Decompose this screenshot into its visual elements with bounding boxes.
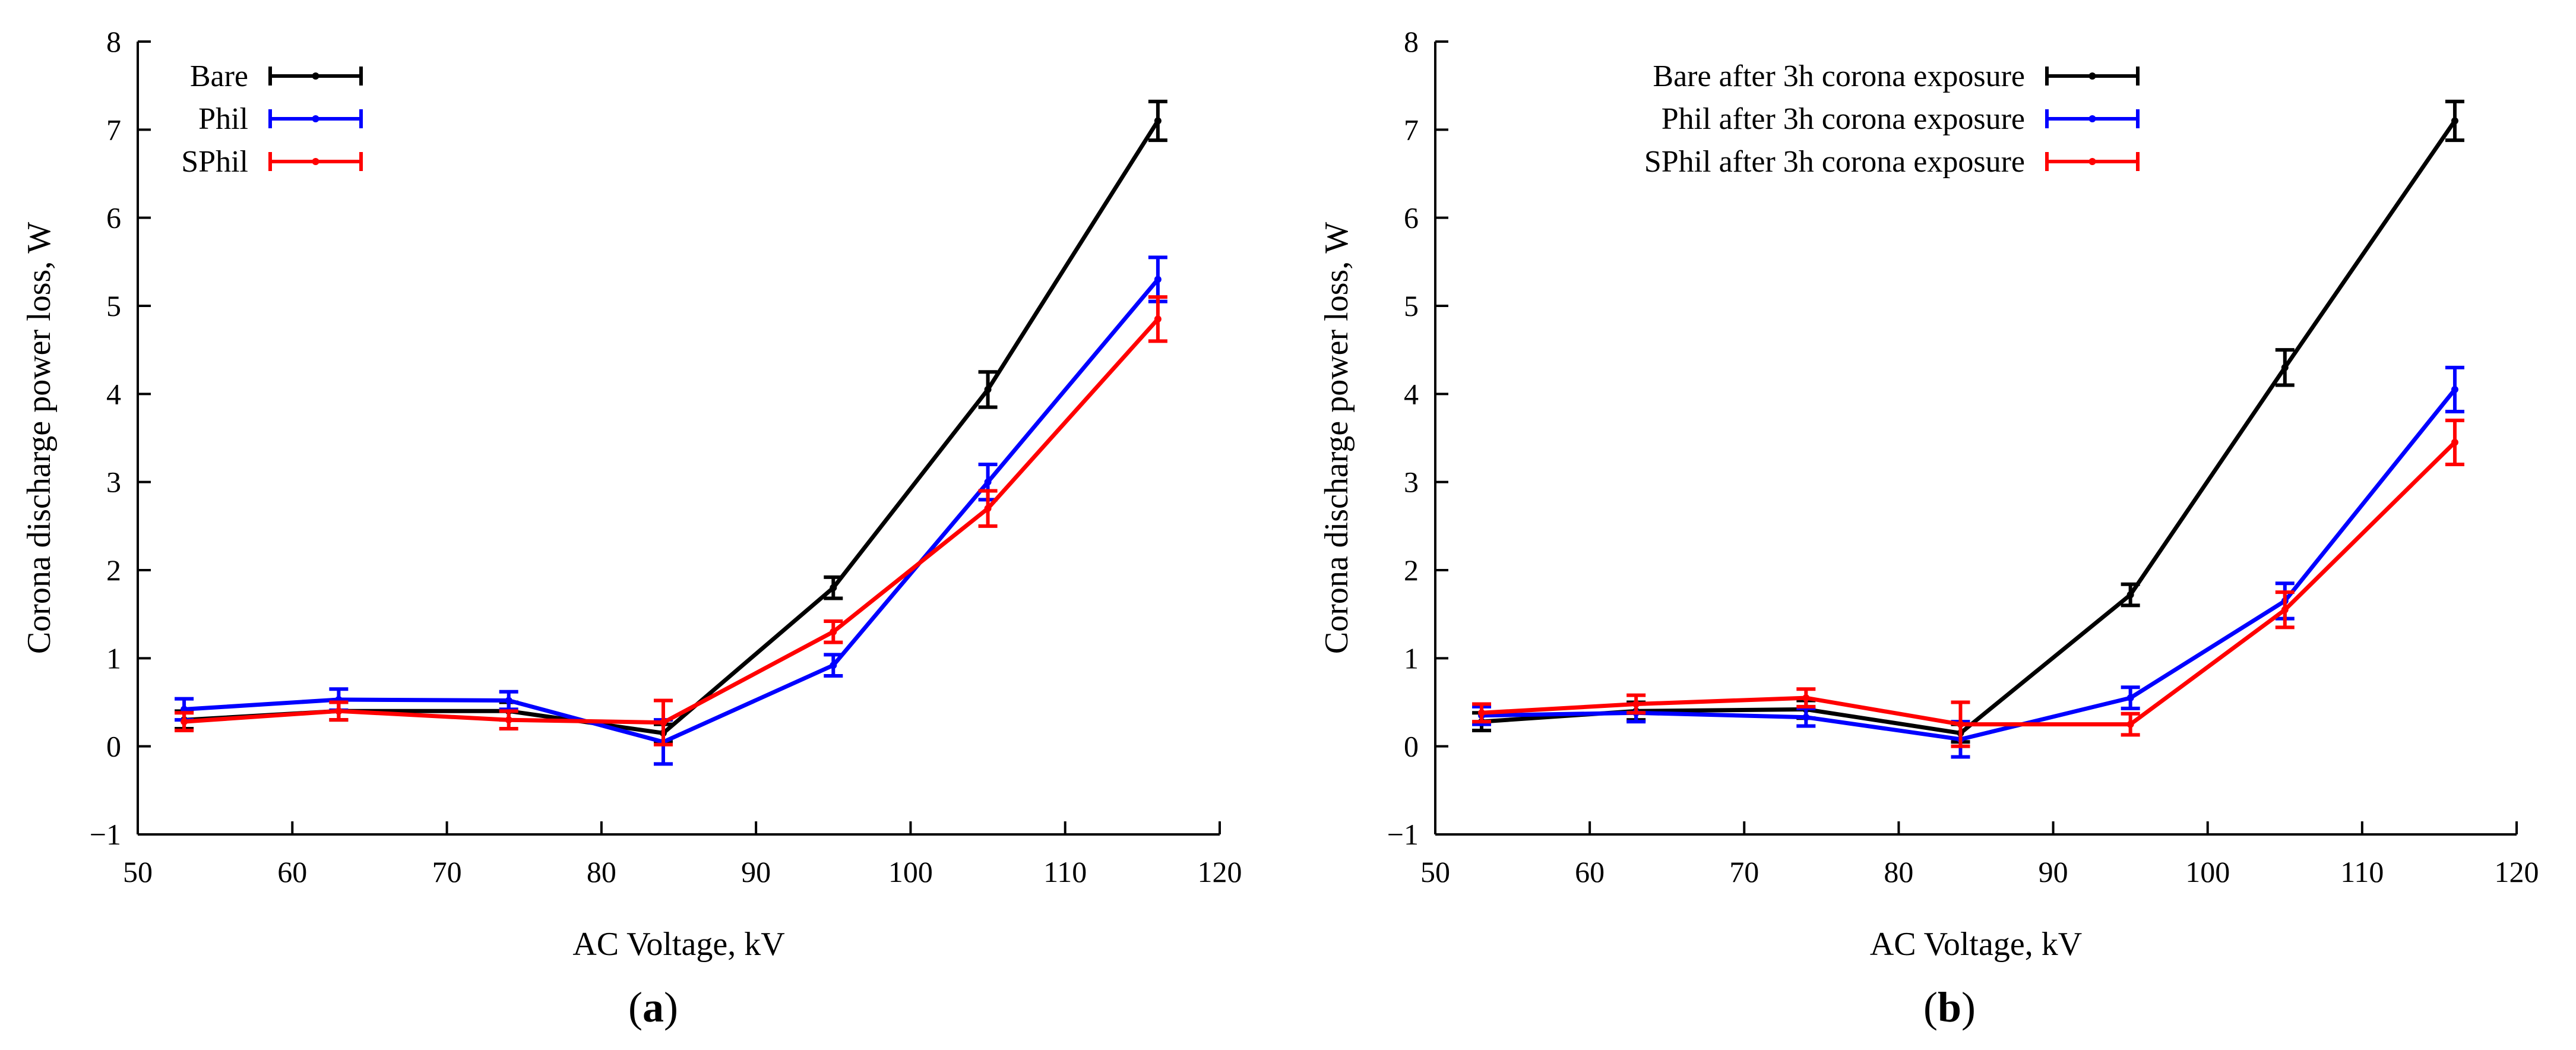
panel-a-series-phil-point [1154,276,1162,283]
panel-b-series-sphil-point [2451,438,2458,446]
panel-a-series-bare-point [984,385,992,393]
panel-a-y-tick-label: 6 [106,201,121,235]
panel-b-y-tick-label: 7 [1404,113,1419,146]
panel-a-series-bare-point [1154,117,1162,125]
panel-a-series-phil-point [505,697,512,704]
panel-a-x-tick-label: 110 [1043,855,1087,888]
panel-b-y-tick-label: 8 [1404,25,1419,58]
panel-a-x-tick-label: 60 [277,855,307,888]
panel-b-y-tick-label: 5 [1404,289,1419,322]
panel-b-series-phil-point [1802,713,1810,721]
panel-b-legend-marker [2088,158,2096,165]
panel-a-x-tick-label: 80 [587,855,616,888]
panel-a-x-tick-label: 90 [741,855,771,888]
panel-b-series-phil-point [2126,694,2134,702]
panel-b-label: (b) [1923,983,1976,1031]
panel-a-x-axis-title: AC Voltage, kV [572,926,784,963]
panel-b-y-tick-label: 3 [1404,466,1419,499]
panel-b-legend-label: SPhil after 3h corona exposure [1644,145,2025,179]
panel-a-y-tick-label: 8 [106,25,121,58]
panel-b-x-tick-label: 80 [1884,855,1913,888]
panel-b-x-tick-label: 60 [1575,855,1605,888]
panel-a-series-bare-line [183,119,1160,735]
panel-b-y-tick-label: 0 [1404,730,1419,763]
panel-b-series-sphil-point [2126,720,2134,728]
panel-b-series-sphil-point [1478,709,1486,717]
panel-a-series-sphil-point [335,707,343,715]
panel-b-series-bare-point [2281,363,2289,371]
panel-a-x-tick-label: 100 [888,855,933,888]
panel-a-series-bare-point [830,584,837,592]
panel-a-x-tick-label: 50 [123,855,153,888]
panel-a-legend-label: Bare [190,59,248,93]
panel-b-y-tick-label: 6 [1404,201,1419,235]
panel-a-y-tick-label: 3 [106,466,121,499]
panel-a-series-sphil-line [183,317,1160,725]
panel-b-series-bare-point [2126,591,2134,599]
panel-a-y-tick-label: 7 [106,113,121,146]
panel-b-series-bare-point [2451,117,2458,125]
panel-b-legend-marker [2088,72,2096,80]
panel-a-series-sphil-point [984,505,992,513]
panel-a-legend-marker [312,115,319,122]
panel-b-series-phil-point [2451,385,2458,393]
panel-a-series-phil-point [984,478,992,486]
panel-b-series-sphil-point [2281,606,2289,613]
panel-a-legend-label: Phil [198,102,248,136]
panel-b-series-sphil-line [1481,441,2457,727]
panel-a-y-tick-label: 0 [106,730,121,763]
panel-a-x-tick-label: 70 [432,855,462,888]
panel-b-series-phil-line [1481,388,2457,742]
panel-a-y-tick-label: 4 [106,377,121,410]
panel-a-series-sphil-point [505,716,512,724]
panel-b-x-tick-label: 70 [1729,855,1759,888]
panel-a-legend-label: SPhil [181,145,248,179]
panel-b-legend-label: Phil after 3h corona exposure [1662,102,2025,136]
panel-a-y-axis-title: Corona discharge power loss, W [21,222,58,654]
panel-b-x-axis-title: AC Voltage, kV [1870,926,2082,963]
panel-b-x-tick-label: 90 [2039,855,2068,888]
panel-a-y-tick-label: −1 [90,818,121,851]
panel-a-legend-marker [312,72,319,80]
panel-b-series-sphil-point [1802,694,1810,702]
panel-b-x-tick-label: 100 [2185,855,2230,888]
panel-b-x-tick-label: 50 [1420,855,1450,888]
panel-a-y-tick-label: 2 [106,554,121,587]
panel-b-series-sphil-point [1957,720,1964,728]
panel-a-series-sphil-point [830,628,837,635]
panel-a-legend-marker [312,158,319,165]
panel-a-x-tick-label: 120 [1198,855,1242,888]
panel-b-series-bare-line [1481,119,2457,735]
panel-b-legend-marker [2088,115,2096,122]
panel-b-x-tick-label: 110 [2340,855,2384,888]
panel-b-y-tick-label: 1 [1404,641,1419,675]
panel-a-series-sphil-point [181,718,188,726]
panel-a-series-sphil-point [1154,315,1162,323]
panel-a-series-phil-point [830,662,837,669]
panel-a-y-tick-label: 5 [106,289,121,322]
panel-b-x-tick-label: 120 [2495,855,2539,888]
panel-a-series-sphil-point [659,719,667,726]
panel-b-y-tick-label: 4 [1404,377,1419,410]
panel-b-y-tick-label: −1 [1387,818,1419,851]
panel-a-y-tick-label: 1 [106,641,121,675]
panel-b-legend-label: Bare after 3h corona exposure [1653,59,2025,93]
panel-b-y-tick-label: 2 [1404,554,1419,587]
panel-b-series-sphil-point [1632,700,1640,708]
panel-a-label: (a) [628,983,678,1031]
panel-b-y-axis-title: Corona discharge power loss, W [1318,222,1355,654]
